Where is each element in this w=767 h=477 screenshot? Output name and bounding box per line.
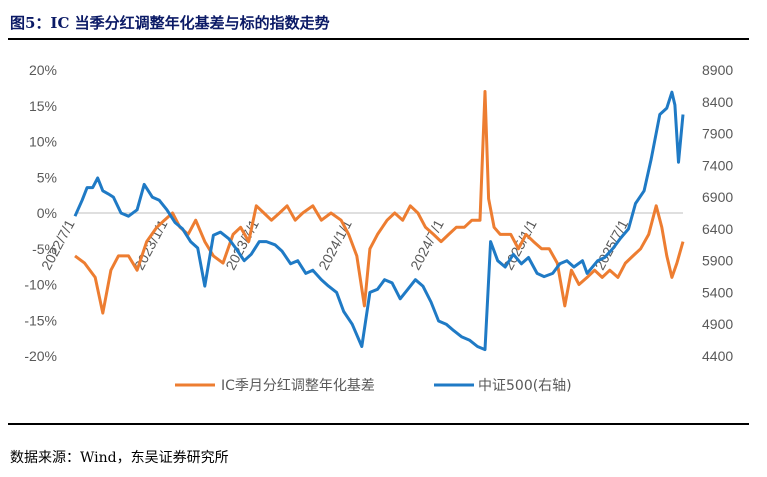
right-tick-label: 4400 [702, 348, 733, 364]
left-tick-label: -10% [24, 277, 57, 293]
title-rule [8, 38, 749, 40]
right-tick-label: 8400 [702, 94, 733, 110]
chart: 20% 15% 10% 5% 0% -5% -10% -15% -20% 8900 8400 790… [24, 62, 733, 394]
left-tick-label: -15% [24, 312, 57, 328]
left-tick-label: -5% [32, 241, 57, 257]
page-title: 图5：IC 当季分红调整年化基差与标的指数走势 [10, 14, 330, 32]
legend-label: IC季月分红调整年化基差 [221, 377, 375, 394]
left-tick-label: 10% [29, 134, 57, 150]
left-tick-label: 15% [29, 98, 57, 114]
basis-series-line [74, 90, 685, 315]
right-tick-label: 6900 [702, 189, 733, 205]
right-tick-label: 7900 [702, 126, 733, 142]
x-axis-ticks: 2022/7/1 2023/1/1 2023/7/1 2024/1/1 2024/7/1… [38, 217, 631, 273]
x-tick-label: 2024/1/1 [315, 217, 355, 273]
x-tick-label: 2023/1/1 [131, 217, 171, 273]
left-tick-label: 20% [29, 62, 57, 78]
source-note: 数据来源：Wind，东吴证券研究所 [10, 450, 229, 466]
index-series-line [73, 90, 685, 352]
left-tick-label: 5% [37, 169, 57, 185]
left-axis-ticks: 20% 15% 10% 5% 0% -5% -10% -15% -20% [24, 62, 57, 364]
right-tick-label: 5900 [702, 253, 733, 269]
legend-label: 中证500(右轴) [478, 378, 572, 394]
right-tick-label: 6400 [702, 221, 733, 237]
right-tick-label: 5400 [702, 284, 733, 300]
right-tick-label: 4900 [702, 316, 733, 332]
footer-rule [8, 423, 749, 425]
left-tick-label: -20% [24, 348, 57, 364]
right-tick-label: 7400 [702, 157, 733, 173]
left-tick-label: 0% [37, 205, 57, 221]
right-tick-label: 8900 [702, 62, 733, 78]
right-axis-ticks: 8900 8400 7900 7400 6900 6400 5900 5400 4900 4400 [702, 62, 733, 364]
series-layer [73, 90, 685, 352]
x-tick-label: 2024/7/1 [407, 217, 447, 273]
legend: IC季月分红调整年化基差 中证500(右轴) [175, 377, 572, 394]
